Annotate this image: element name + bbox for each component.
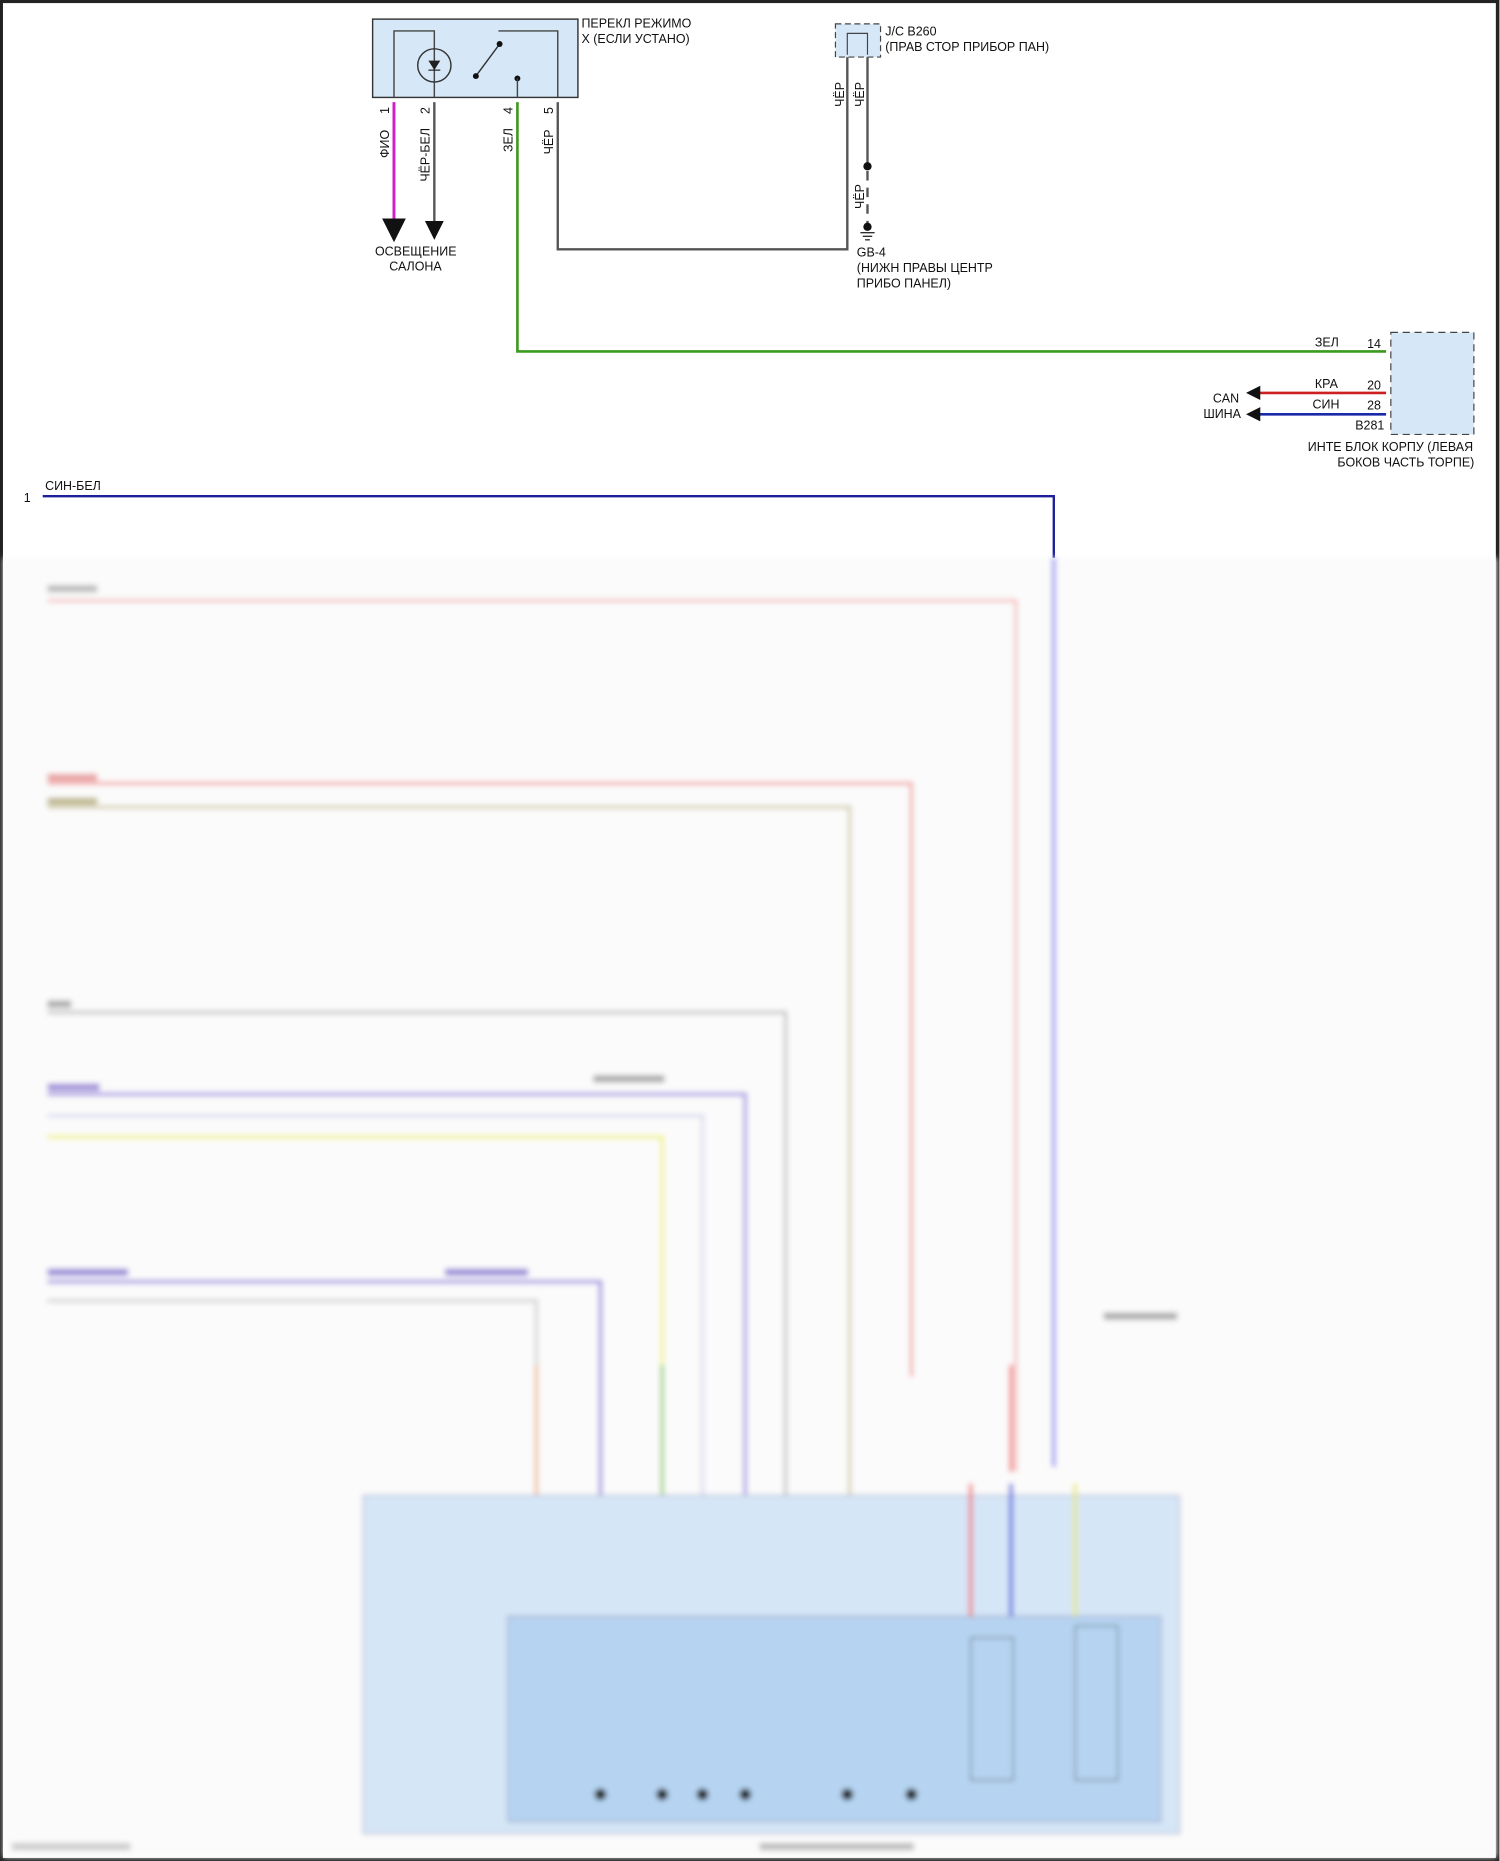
- arrow-left-icon: [1246, 385, 1261, 401]
- splice-dot: [863, 162, 872, 171]
- bcu-title: ИНТЕ БЛОК КОРПУ (ЛЕВАЯ: [1308, 440, 1473, 454]
- wire-label-cher: ЧЁР: [542, 129, 556, 154]
- ground-desc-2: ПРИБО ПАНЕЛ): [857, 276, 951, 290]
- switch-title: ПЕРЕКЛ РЕЖИМО: [581, 16, 691, 30]
- body-control-unit: [1390, 331, 1475, 436]
- wire-label-cher-bel: ЧЁР-БЕЛ: [419, 128, 433, 182]
- pin-5: 5: [542, 107, 556, 114]
- wire-label-zel: ЗЕЛ: [502, 128, 516, 152]
- wire-zel: [516, 102, 1387, 353]
- blurred-region: [3, 557, 1497, 1858]
- bcu-wire-kra: КРА: [1315, 377, 1339, 391]
- mode-switch: ПЕРЕКЛ РЕЖИМО Х (ЕСЛИ УСТАНО): [371, 16, 692, 99]
- wire-label-cher-left: ЧЁР: [833, 82, 847, 107]
- junction-b260: J/C B260 (ПРАВ СТОР ПРИБОР ПАН): [834, 23, 1049, 58]
- ground-desc: (НИЖН ПРАВЫ ЦЕНТР: [857, 261, 993, 275]
- wire-label-cher-right: ЧЁР: [853, 82, 867, 107]
- switch-contact-icon: [475, 43, 501, 77]
- pin-2: 2: [419, 107, 433, 114]
- ground-icon: [860, 222, 875, 241]
- interior-light-label: ОСВЕЩЕНИЕ: [375, 244, 457, 258]
- bcu-wire-zel: ЗЕЛ: [1315, 336, 1339, 350]
- switch-title-2: Х (ЕСЛИ УСТАНО): [581, 32, 689, 46]
- bcu-pin-20: 20: [1367, 378, 1381, 392]
- ground-name: GB-4: [857, 245, 886, 259]
- pin-4: 4: [502, 107, 516, 114]
- wire-sin-bel: [42, 494, 1055, 558]
- wire-label-cher-ground: ЧЁР: [853, 184, 867, 209]
- bcu-pin-28: 28: [1367, 399, 1381, 413]
- lower-pin-1: 1: [24, 491, 31, 505]
- arrow-left-icon: [1246, 407, 1261, 422]
- junction-title-2: (ПРАВ СТОР ПРИБОР ПАН): [885, 40, 1049, 54]
- junction-title: J/C B260: [885, 25, 936, 39]
- wire-cher: [556, 57, 849, 251]
- bcu-title-2: БОКОВ ЧАСТЬ ТОРПЕ): [1337, 455, 1474, 469]
- pin-1: 1: [378, 107, 392, 114]
- wire-label-fio: ФИО: [378, 130, 392, 158]
- bcu-wire-sin: СИН: [1313, 397, 1340, 411]
- can-label-2: ШИНА: [1203, 407, 1241, 421]
- bcu-pin-14: 14: [1367, 337, 1381, 351]
- bcu-connector: B281: [1355, 419, 1384, 433]
- interior-light-label-2: САЛОНА: [389, 260, 442, 274]
- wire-label-sin-bel: СИН-БЕЛ: [45, 479, 101, 493]
- can-label: CAN: [1213, 391, 1239, 405]
- led-icon: [417, 48, 452, 83]
